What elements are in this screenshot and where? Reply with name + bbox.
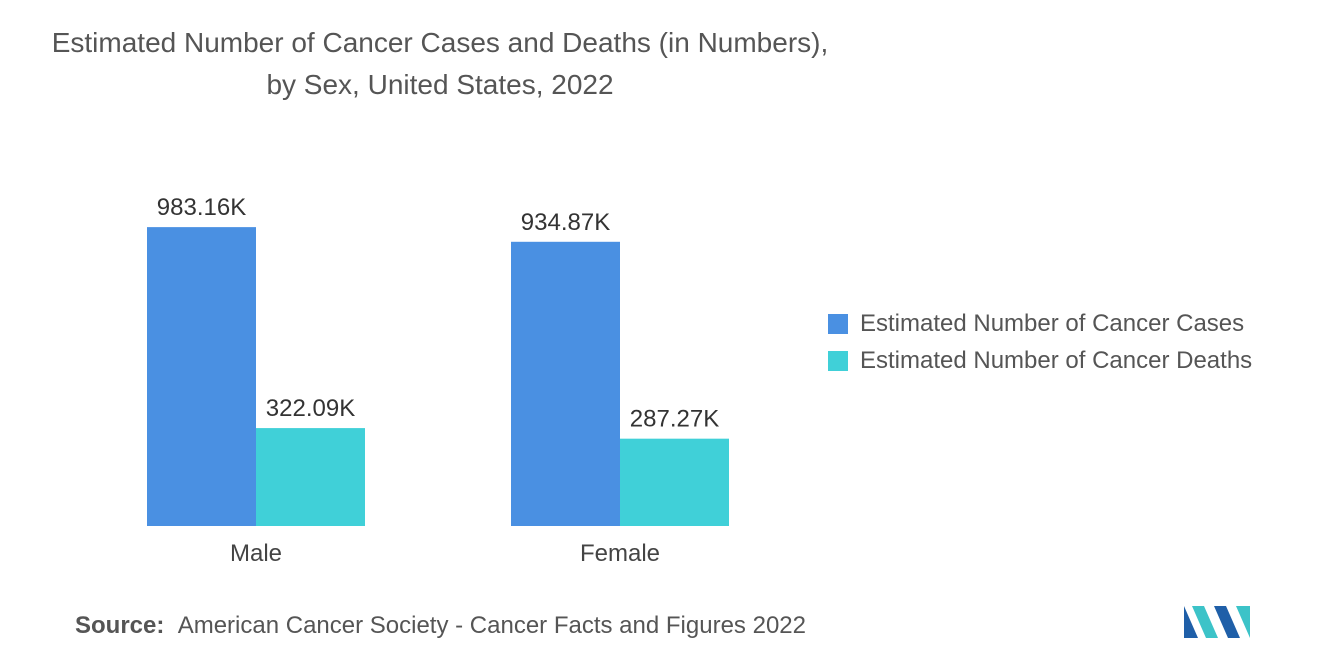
source-note: Source: American Cancer Society - Cancer… xyxy=(75,612,806,640)
data-label-female-cases: 934.87K xyxy=(521,209,610,236)
category-label-male: Male xyxy=(230,540,282,567)
chart-title: Estimated Number of Cancer Cases and Dea… xyxy=(51,27,829,100)
brand-logo-icon xyxy=(1184,606,1250,638)
category-label-female: Female xyxy=(580,540,660,567)
legend-label-deaths: Estimated Number of Cancer Deaths xyxy=(860,346,1253,374)
bar-female-cases xyxy=(511,241,620,527)
legend-item-cases: Estimated Number of Cancer Cases xyxy=(828,305,1252,342)
bar-male-deaths xyxy=(256,428,365,526)
data-label-male-cases: 983.16K xyxy=(157,194,246,221)
data-label-male-deaths: 322.09K xyxy=(266,395,355,422)
legend-label-cases: Estimated Number of Cancer Cases xyxy=(860,309,1245,337)
source-text: American Cancer Society - Cancer Facts a… xyxy=(177,612,806,639)
bar-female-deaths xyxy=(620,438,729,526)
data-label-female-deaths: 287.27K xyxy=(630,406,719,433)
legend-item-deaths: Estimated Number of Cancer Deaths xyxy=(828,342,1252,379)
bar-male-cases xyxy=(147,227,256,526)
legend-swatch-cases xyxy=(828,313,848,334)
legend: Estimated Number of Cancer Cases Estimat… xyxy=(828,305,1252,379)
source-label: Source: xyxy=(75,612,165,639)
legend-swatch-deaths xyxy=(828,350,848,371)
